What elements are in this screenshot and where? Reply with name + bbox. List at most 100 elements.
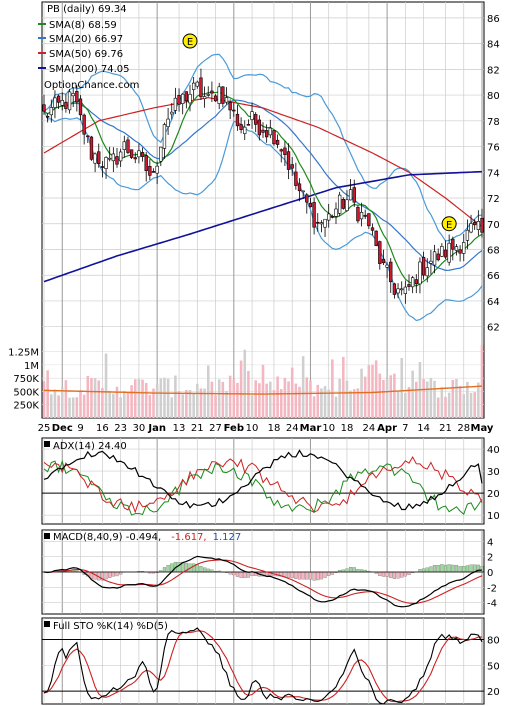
volume-bar [232, 379, 236, 418]
candle [429, 250, 433, 275]
volume-bar [480, 344, 484, 418]
candle [403, 280, 408, 304]
volume-bar [82, 394, 86, 418]
price-tick-label: 76 [487, 143, 500, 154]
macd-histogram-bar [432, 565, 437, 573]
candle [71, 87, 75, 108]
volume-bar [86, 376, 90, 418]
candle [250, 102, 254, 129]
volume-bar [316, 384, 320, 418]
macd-tick-label: 0 [487, 568, 493, 579]
candle [202, 86, 207, 108]
candle [297, 178, 302, 202]
price-tick-label: 74 [487, 168, 500, 179]
volume-bar [400, 357, 403, 418]
volume-bar [312, 396, 316, 418]
macd-title-part-2: -1.617, [171, 532, 206, 543]
earnings-marker: E [441, 216, 457, 232]
volume-bar [130, 385, 133, 418]
volume-bar [46, 370, 49, 418]
volume-bar [144, 382, 148, 418]
candle [137, 143, 141, 164]
candle [151, 168, 156, 173]
volume-bar [374, 360, 378, 418]
candle [363, 209, 367, 220]
candle [199, 68, 203, 101]
macd-histogram-bar [385, 571, 389, 577]
macd-histogram-bar [319, 571, 324, 580]
price-tick-label: 86 [487, 14, 500, 25]
macd-histogram-bar [250, 571, 254, 577]
macd-histogram-bar [166, 565, 170, 573]
volume-bar [371, 364, 374, 418]
volume-bar [396, 391, 400, 418]
candle [334, 202, 338, 225]
macd-histogram-bar [243, 571, 247, 579]
candle [148, 159, 152, 181]
macd-histogram-bar [301, 571, 305, 580]
macd-histogram-bar [418, 569, 422, 573]
volume-tick-label: 1.25M [8, 348, 39, 359]
volume-bar [239, 360, 243, 418]
volume-bar [469, 392, 473, 418]
adx-line [43, 449, 483, 511]
legend-sma200: SMA(200) 74.05 [38, 64, 130, 75]
date-tick-label: Apr [377, 423, 397, 434]
date-tick-label: 28 [457, 423, 470, 434]
volume-bar [177, 391, 181, 418]
candle [367, 213, 371, 229]
volume-bar [429, 377, 433, 418]
price-tick-label: 62 [487, 323, 500, 334]
macd-histogram-bar [458, 566, 462, 573]
macd-histogram-bar [348, 567, 353, 573]
volume-bar [210, 381, 214, 418]
date-tick-label: 24 [362, 423, 375, 434]
macd-histogram-bar [235, 571, 240, 577]
macd-title-text: MACD(8,40,9) -0.494, -1.617, 1.127 [53, 532, 241, 543]
candle [64, 94, 68, 113]
legend-sma8-label: SMA(8) 68.59 [49, 20, 117, 31]
candle [162, 122, 167, 159]
candle [290, 157, 294, 176]
candle [126, 136, 130, 155]
volume-bar [97, 380, 101, 418]
plus-di-line [43, 459, 483, 516]
macd-histogram-bar [440, 564, 444, 573]
volume-bar [301, 356, 305, 418]
candle [261, 122, 265, 138]
candle [257, 115, 262, 141]
candle [447, 234, 451, 266]
volume-bar [57, 395, 60, 418]
candle [191, 77, 196, 100]
volume-bar [323, 386, 327, 418]
candle [118, 148, 123, 167]
macd-histogram-bar [469, 564, 473, 573]
date-tick-label: 30 [133, 423, 146, 434]
candle [239, 117, 243, 134]
sto-title-text: Full STO %K(14) %D(5) [53, 621, 168, 632]
macd-tick-label: 4 [487, 537, 493, 548]
sto-tick-label: 20 [487, 687, 500, 698]
volume-bar [170, 397, 174, 418]
earnings-marker: E [182, 33, 198, 49]
volume-bar [477, 382, 480, 418]
volume-bar [64, 380, 68, 418]
bollinger-upper-line [43, 53, 483, 242]
candle [140, 147, 145, 162]
volume-bar [385, 378, 389, 418]
volume-bar [305, 377, 309, 418]
candle [400, 281, 404, 296]
candle [436, 248, 440, 262]
price-tick-label: 64 [487, 297, 500, 308]
volume-bar [422, 379, 425, 418]
price-tick-label: 66 [487, 271, 500, 282]
bollinger-lower-line [43, 110, 483, 322]
volume-bar [352, 389, 356, 418]
candle [67, 89, 72, 114]
volume-bar [93, 378, 97, 418]
candle [133, 152, 137, 164]
candle [129, 149, 134, 160]
legend-sma200-label: SMA(200) 74.05 [49, 64, 130, 75]
macd-histogram-bar [308, 571, 313, 580]
